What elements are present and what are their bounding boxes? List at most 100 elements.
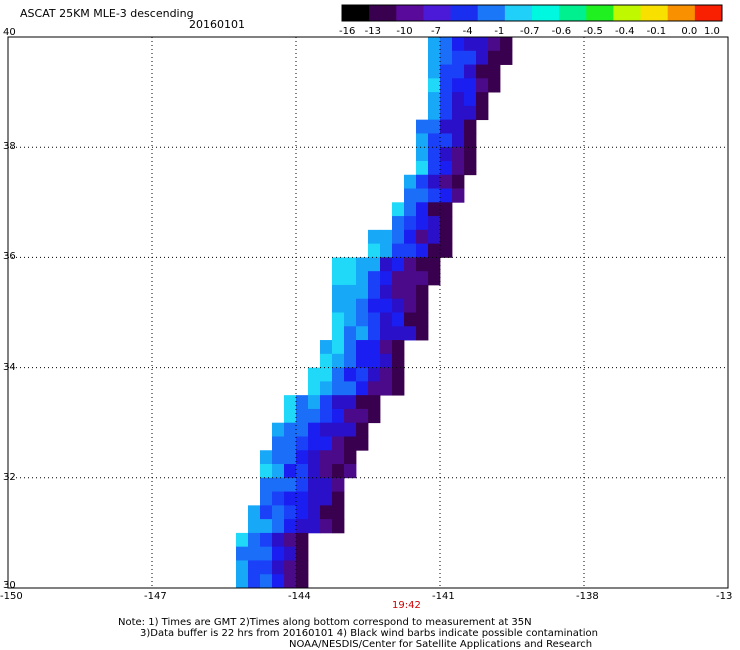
swath-cell xyxy=(404,284,417,300)
chart-date: 20160101 xyxy=(189,18,245,31)
swath-cell xyxy=(332,464,345,479)
swath-cell xyxy=(272,477,285,492)
swath-cell xyxy=(428,243,441,258)
swath-cell xyxy=(344,257,357,272)
swath-cell xyxy=(332,326,345,341)
swath-cell xyxy=(344,408,357,424)
swath-cell xyxy=(428,119,441,134)
colorbar-swatch xyxy=(667,5,696,21)
swath-cell xyxy=(248,574,261,589)
swath-cell xyxy=(356,271,369,286)
swath-cell xyxy=(284,532,297,548)
swath-cell xyxy=(320,340,333,355)
swath-cell xyxy=(428,64,441,79)
swath-cells xyxy=(236,37,513,589)
swath-cell xyxy=(272,560,285,575)
swath-cell xyxy=(260,477,273,492)
swath-cell xyxy=(320,367,333,382)
colorbar-swatch xyxy=(640,5,669,21)
swath-cell xyxy=(392,312,405,327)
swath-cell xyxy=(344,353,357,368)
swath-cell xyxy=(344,298,357,313)
swath-cell xyxy=(284,546,297,561)
colorbar-tick-label: -1 xyxy=(494,26,505,37)
swath-cell xyxy=(368,284,381,300)
colorbar-frame xyxy=(341,4,723,22)
x-tick-label: -144 xyxy=(288,591,311,602)
swath-cell xyxy=(272,450,285,465)
swath-cell xyxy=(332,491,345,506)
swath-cell xyxy=(380,353,393,368)
swath-cell xyxy=(476,92,489,107)
colorbar-swatch xyxy=(559,5,587,21)
swath-cell xyxy=(284,560,297,575)
colorbar-swatch xyxy=(694,5,723,21)
swath-cell xyxy=(320,436,333,451)
swath-cell xyxy=(452,37,465,52)
swath-cell xyxy=(368,312,381,327)
swath-cell xyxy=(404,174,417,189)
swath-cell xyxy=(356,408,369,424)
swath-cell xyxy=(308,464,321,479)
grid-lines xyxy=(8,37,728,588)
swath-cell xyxy=(236,574,249,589)
swath-cell xyxy=(488,50,501,65)
swath-cell xyxy=(284,505,297,520)
swath-cell xyxy=(260,450,273,465)
swath-cell xyxy=(296,546,309,561)
swath-cell xyxy=(368,257,381,272)
swath-cell xyxy=(428,174,441,189)
colorbar-swatch xyxy=(423,5,452,21)
swath-cell xyxy=(344,340,357,355)
swath-cell xyxy=(428,50,441,65)
swath-cell xyxy=(272,546,285,561)
swath-cell xyxy=(260,519,273,534)
swath-cell xyxy=(428,229,441,245)
swath-cell xyxy=(428,271,441,286)
swath-cell xyxy=(392,326,405,341)
swath-cell xyxy=(440,147,453,162)
colorbar-swatch xyxy=(586,5,614,21)
time-marker: 19:42 xyxy=(392,600,421,611)
swath-cell xyxy=(464,119,477,134)
swath-cell xyxy=(404,257,417,272)
swath-cell xyxy=(356,340,369,355)
swath-cell xyxy=(380,312,393,327)
swath-cell xyxy=(416,147,429,162)
swath-cell xyxy=(308,450,321,465)
colorbar-tick-label: -7 xyxy=(431,26,441,37)
swath-cell xyxy=(464,160,477,176)
swath-cell xyxy=(440,229,453,245)
swath-cell xyxy=(272,491,285,506)
swath-cell xyxy=(440,64,453,79)
swath-cell xyxy=(296,408,309,424)
swath-cell xyxy=(296,505,309,520)
swath-cell xyxy=(380,298,393,313)
swath-cell xyxy=(368,340,381,355)
swath-cell xyxy=(320,450,333,465)
y-tick-label: 36 xyxy=(3,251,16,263)
swath-cell xyxy=(452,147,465,162)
swath-cell xyxy=(272,464,285,479)
plot-frame xyxy=(7,36,729,589)
swath-cell xyxy=(392,271,405,286)
colorbar-tick-label: -16 xyxy=(339,26,356,37)
swath-cell xyxy=(452,119,465,134)
swath-cell xyxy=(356,422,369,437)
swath-cell xyxy=(368,229,381,245)
swath-cell xyxy=(344,312,357,327)
y-tick-label: 38 xyxy=(3,141,16,153)
swath-cell xyxy=(248,505,261,520)
swath-cell xyxy=(320,353,333,368)
swath-cell xyxy=(392,284,405,300)
swath-cell xyxy=(404,298,417,313)
swath-cell xyxy=(296,574,309,589)
swath-cell xyxy=(296,436,309,451)
colorbar-swatch xyxy=(613,5,642,21)
swath-cell xyxy=(344,367,357,382)
swath-cell xyxy=(356,298,369,313)
swath-cell xyxy=(320,505,333,520)
swath-cell xyxy=(356,395,369,410)
swath-cell xyxy=(416,119,429,134)
x-tick-label: -138 xyxy=(576,591,599,602)
